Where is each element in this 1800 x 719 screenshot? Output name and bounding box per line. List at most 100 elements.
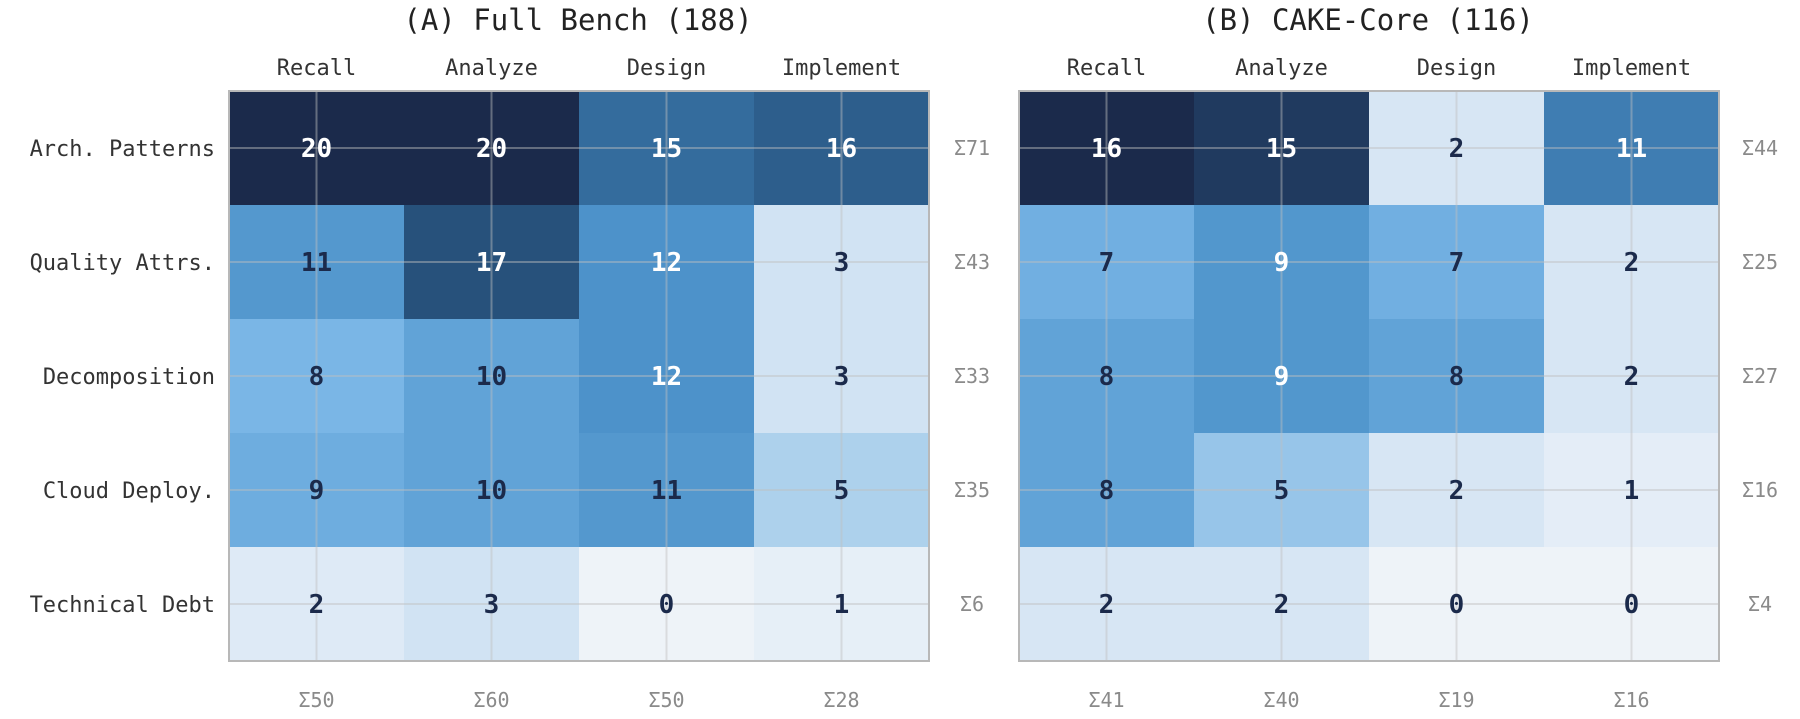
panel-a-cell-r1-c0	[229, 205, 404, 319]
panel-b-cell-r3-c1	[1194, 433, 1369, 547]
panel-b-value-r1-c1: 9	[1274, 248, 1290, 278]
row-label-1: Quality Attrs.	[30, 251, 215, 276]
panel-b-cell-r4-c0	[1019, 547, 1194, 661]
panel-a-col-label-0: Recall	[277, 56, 356, 81]
panel-a-value-r3-c2: 11	[651, 476, 682, 506]
panel-a-cell-r3-c1	[404, 433, 579, 547]
panel-a-cell-r1-c1	[404, 205, 579, 319]
panel-a-col-label-3: Implement	[782, 56, 901, 81]
panel-b-value-r3-c3: 1	[1624, 476, 1640, 506]
panel-a-row-sum-3: Σ35	[954, 478, 990, 502]
panel-a-cell-r0-c2	[579, 91, 754, 205]
panel-a-cell-r3-c0	[229, 433, 404, 547]
panel-a-row-sum-1: Σ43	[954, 250, 990, 274]
panel-b-value-r4-c3: 0	[1624, 590, 1640, 620]
panel-a-cell-r4-c3	[754, 547, 929, 661]
panel-b-col-label-3: Implement	[1572, 56, 1691, 81]
panel-b-value-r2-c2: 8	[1449, 362, 1465, 392]
panel-a-value-r1-c3: 3	[834, 248, 850, 278]
panel-b-cell-r3-c3	[1544, 433, 1719, 547]
panel-b-cell-r2-c2	[1369, 319, 1544, 433]
panel-b-value-r3-c1: 5	[1274, 476, 1290, 506]
panel-a-cell-r2-c3	[754, 319, 929, 433]
panel-b-title: (B) CAKE-Core (116)	[1202, 3, 1534, 37]
panel-a-cell-r3-c3	[754, 433, 929, 547]
panel-b-cell-r3-c0	[1019, 433, 1194, 547]
panel-b-cell-r2-c3	[1544, 319, 1719, 433]
panel-a-value-r0-c0: 20	[301, 134, 332, 164]
panel-b-row-sum-4: Σ4	[1748, 592, 1772, 616]
panel-a-value-r4-c3: 1	[834, 590, 850, 620]
panel-b-value-r2-c0: 8	[1099, 362, 1115, 392]
panel-a-value-r1-c0: 11	[301, 248, 332, 278]
panel-a-value-r2-c2: 12	[651, 362, 682, 392]
panel-b-value-r2-c3: 2	[1624, 362, 1640, 392]
panel-a-value-r4-c0: 2	[309, 590, 325, 620]
panel-a-cell-r3-c2	[579, 433, 754, 547]
panel-b-value-r2-c1: 9	[1274, 362, 1290, 392]
panel-b-row-sum-2: Σ27	[1742, 364, 1778, 388]
panel-b-value-r1-c3: 2	[1624, 248, 1640, 278]
panel-a-cell-r4-c0	[229, 547, 404, 661]
panel-b-col-sum-2: Σ19	[1438, 688, 1474, 712]
panel-b-cell-r0-c3	[1544, 91, 1719, 205]
panel-a-value-r0-c1: 20	[476, 134, 507, 164]
panel-a-row-sum-2: Σ33	[954, 364, 990, 388]
row-label-3: Cloud Deploy.	[43, 479, 215, 504]
panel-a-row-sum-0: Σ71	[954, 136, 990, 160]
panel-b-value-r0-c2: 2	[1449, 134, 1465, 164]
panel-b-col-label-2: Design	[1417, 56, 1496, 81]
panel-b-row-sum-0: Σ44	[1742, 136, 1778, 160]
panel-a-cell-r1-c3	[754, 205, 929, 319]
panel-a-col-sum-2: Σ50	[648, 688, 684, 712]
panel-b-row-sum-1: Σ25	[1742, 250, 1778, 274]
panel-a-cell-r4-c1	[404, 547, 579, 661]
panel-b-cell-r1-c0	[1019, 205, 1194, 319]
panel-a-value-r0-c3: 16	[826, 134, 857, 164]
panel-b-col-sum-3: Σ16	[1613, 688, 1649, 712]
panel-b-value-r0-c3: 11	[1616, 134, 1647, 164]
panel-a-value-r1-c1: 17	[476, 248, 507, 278]
row-label-4: Technical Debt	[30, 593, 215, 618]
panel-b-value-r1-c0: 7	[1099, 248, 1115, 278]
panel-b-cell-r0-c0	[1019, 91, 1194, 205]
panel-b-value-r1-c2: 7	[1449, 248, 1465, 278]
panel-b-value-r4-c0: 2	[1099, 590, 1115, 620]
panel-b-cell-r2-c1	[1194, 319, 1369, 433]
panel-b-cell-r3-c2	[1369, 433, 1544, 547]
panel-b-frame	[1018, 90, 1720, 662]
panel-b-cell-r4-c1	[1194, 547, 1369, 661]
panel-a-value-r2-c3: 3	[834, 362, 850, 392]
panel-a-col-label-2: Design	[627, 56, 706, 81]
panel-b-col-sum-0: Σ41	[1088, 688, 1124, 712]
panel-b-col-label-0: Recall	[1067, 56, 1146, 81]
panel-a-col-sum-0: Σ50	[298, 688, 334, 712]
panel-b-col-sum-1: Σ40	[1263, 688, 1299, 712]
panel-a-cell-r0-c1	[404, 91, 579, 205]
panel-b-row-sum-3: Σ16	[1742, 478, 1778, 502]
panel-a-cell-r2-c0	[229, 319, 404, 433]
panel-a-cell-r1-c2	[579, 205, 754, 319]
panel-a-value-r0-c2: 15	[651, 134, 682, 164]
panel-a-cell-r2-c1	[404, 319, 579, 433]
panel-b-cell-r2-c0	[1019, 319, 1194, 433]
panel-a-col-label-1: Analyze	[445, 56, 538, 81]
panel-b-cell-r4-c2	[1369, 547, 1544, 661]
panel-b-value-r0-c0: 16	[1091, 134, 1122, 164]
panel-a-value-r1-c2: 12	[651, 248, 682, 278]
panel-a-value-r2-c1: 10	[476, 362, 507, 392]
panel-b-cell-r0-c1	[1194, 91, 1369, 205]
panel-a-col-sum-3: Σ28	[823, 688, 859, 712]
panel-a-cell-r0-c3	[754, 91, 929, 205]
panel-a-title: (A) Full Bench (188)	[403, 3, 752, 37]
panel-a-value-r4-c1: 3	[484, 590, 500, 620]
panel-a-value-r2-c0: 8	[309, 362, 325, 392]
panel-b-cell-r4-c3	[1544, 547, 1719, 661]
panel-b-value-r4-c2: 0	[1449, 590, 1465, 620]
row-label-0: Arch. Patterns	[30, 137, 215, 162]
panel-b-cell-r1-c3	[1544, 205, 1719, 319]
panel-b-value-r0-c1: 15	[1266, 134, 1297, 164]
panel-b-cell-r1-c1	[1194, 205, 1369, 319]
